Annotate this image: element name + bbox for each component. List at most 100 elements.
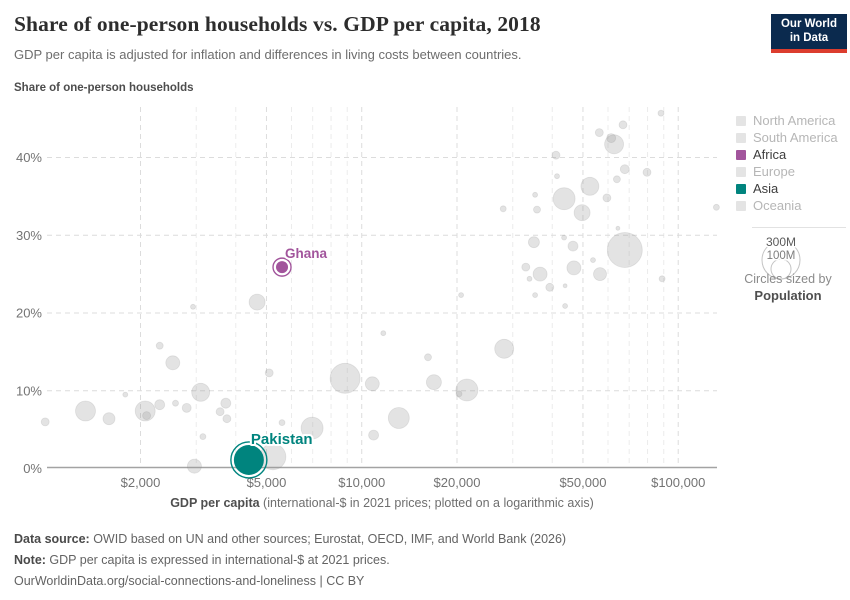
country-bubble[interactable] xyxy=(526,275,533,282)
size-legend-small-circle xyxy=(770,258,792,280)
continent-legend: North America South America Africa Europe As… xyxy=(736,113,850,215)
country-bubble[interactable] xyxy=(590,257,596,264)
country-bubble[interactable] xyxy=(220,397,232,409)
country-bubble[interactable] xyxy=(191,382,211,402)
size-legend-caption: Circles sized by Population xyxy=(730,272,846,303)
country-bubble[interactable] xyxy=(155,341,164,350)
country-bubble[interactable] xyxy=(521,262,531,272)
x-axis-title: GDP per capita (international-$ in 2021 … xyxy=(170,496,594,510)
country-bubble[interactable] xyxy=(142,411,152,421)
country-bubble[interactable] xyxy=(615,225,621,231)
legend-swatch xyxy=(736,133,746,143)
country-bubble[interactable] xyxy=(499,205,507,213)
ghana-highlight-ring xyxy=(272,257,292,277)
country-bubble[interactable] xyxy=(455,390,463,398)
country-bubble[interactable] xyxy=(552,187,576,211)
country-bubble[interactable] xyxy=(300,416,324,440)
country-bubble[interactable] xyxy=(458,292,465,299)
footer-url[interactable]: OurWorldinData.org/social-connections-an… xyxy=(14,573,365,588)
country-bubble[interactable] xyxy=(425,374,442,391)
country-bubble[interactable] xyxy=(165,355,181,371)
legend-item-north-america[interactable]: North America xyxy=(736,113,850,130)
country-bubble[interactable] xyxy=(567,240,579,252)
country-bubble[interactable] xyxy=(594,128,604,138)
country-bubble[interactable] xyxy=(642,167,652,177)
country-bubble[interactable] xyxy=(573,204,591,222)
x-tick-label: $20,000 xyxy=(434,475,481,490)
country-bubble[interactable] xyxy=(658,275,666,283)
country-bubble[interactable] xyxy=(545,282,555,292)
country-bubble[interactable] xyxy=(424,353,432,362)
country-bubble[interactable] xyxy=(604,134,624,155)
note-line: Note: GDP per capita is expressed in int… xyxy=(14,550,566,571)
chart-title: Share of one-person households vs. GDP p… xyxy=(14,12,541,36)
country-bubble[interactable] xyxy=(551,150,561,160)
legend-swatch xyxy=(736,150,746,160)
data-source-text: OWID based on UN and other sources; Euro… xyxy=(89,532,567,546)
legend-swatch xyxy=(736,184,746,194)
country-bubble[interactable] xyxy=(532,191,538,198)
country-bubble[interactable] xyxy=(75,400,96,422)
country-bubble[interactable] xyxy=(215,407,225,417)
country-bubble[interactable] xyxy=(380,330,387,337)
x-axis-title-rest: (international-$ in 2021 prices; plotted… xyxy=(260,496,594,510)
legend-label: Oceania xyxy=(753,198,802,213)
country-bubble[interactable] xyxy=(566,260,582,276)
country-bubble[interactable] xyxy=(593,267,607,282)
y-tick-label: 20% xyxy=(16,306,42,321)
country-bubble[interactable] xyxy=(186,458,202,474)
country-bubble[interactable] xyxy=(172,399,179,407)
country-bubble[interactable] xyxy=(190,303,196,310)
legend-swatch xyxy=(736,116,746,126)
country-bubble[interactable] xyxy=(387,407,410,429)
country-bubble[interactable] xyxy=(199,433,207,441)
country-bubble[interactable] xyxy=(533,205,541,214)
country-bubble[interactable] xyxy=(278,419,286,427)
legend-item-africa[interactable]: Africa xyxy=(736,147,850,164)
country-bubble[interactable] xyxy=(222,414,232,424)
country-bubble[interactable] xyxy=(364,376,380,392)
country-bubble[interactable] xyxy=(554,173,560,180)
data-source-line: Data source: OWID based on UN and other … xyxy=(14,529,566,550)
country-bubble[interactable] xyxy=(264,368,274,378)
country-bubble[interactable] xyxy=(528,236,540,249)
country-bubble[interactable] xyxy=(580,176,600,196)
country-bubble[interactable] xyxy=(134,400,156,422)
country-bubble[interactable] xyxy=(494,338,515,359)
pakistan-data-point[interactable] xyxy=(233,444,264,475)
country-bubble[interactable] xyxy=(562,283,568,289)
legend-item-asia[interactable]: Asia xyxy=(736,181,850,198)
ghana-data-point[interactable] xyxy=(276,261,289,274)
country-bubble[interactable] xyxy=(329,362,361,394)
legend-swatch xyxy=(736,167,746,177)
country-bubble[interactable] xyxy=(248,293,266,311)
country-bubble[interactable] xyxy=(602,193,612,203)
country-bubble[interactable] xyxy=(532,292,538,299)
legend-item-oceania[interactable]: Oceania xyxy=(736,198,850,215)
country-bubble[interactable] xyxy=(532,266,548,282)
country-bubble[interactable] xyxy=(619,164,630,175)
chart-subtitle: GDP per capita is adjusted for inflation… xyxy=(14,47,522,62)
legend-item-europe[interactable]: Europe xyxy=(736,164,850,181)
size-legend-caption-bold: Population xyxy=(754,288,822,303)
country-bubble[interactable] xyxy=(606,133,617,144)
country-bubble[interactable] xyxy=(122,391,129,398)
country-bubble[interactable] xyxy=(40,417,50,427)
legend-item-south-america[interactable]: South America xyxy=(736,130,850,147)
country-bubble[interactable] xyxy=(618,120,628,130)
country-bubble[interactable] xyxy=(606,232,643,268)
country-bubble[interactable] xyxy=(368,429,380,441)
country-bubble[interactable] xyxy=(181,402,192,413)
country-bubble[interactable] xyxy=(154,399,166,411)
ghana-label: Ghana xyxy=(285,246,328,261)
country-bubble[interactable] xyxy=(613,175,621,184)
owid-logo[interactable]: Our World in Data xyxy=(771,14,847,53)
country-bubble[interactable] xyxy=(562,303,568,309)
country-bubble[interactable] xyxy=(102,412,116,426)
legend-label: Asia xyxy=(753,181,779,196)
country-bubble[interactable] xyxy=(561,234,567,241)
country-bubble[interactable] xyxy=(455,378,479,402)
country-bubble[interactable] xyxy=(657,109,665,117)
country-bubble[interactable] xyxy=(713,203,720,211)
